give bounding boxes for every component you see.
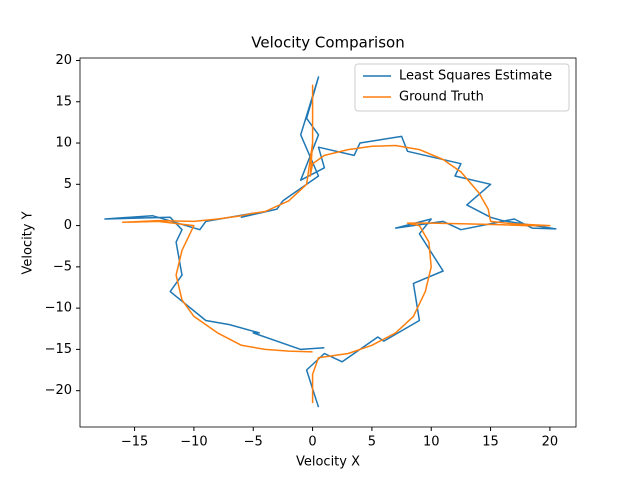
legend-box (354, 63, 570, 112)
plot-frame (79, 57, 577, 428)
y-tick-label: −5 (53, 259, 72, 274)
legend-label: Least Squares Estimate (399, 69, 552, 84)
x-tick-label: 15 (482, 435, 499, 450)
series-line (121, 84, 551, 404)
legend-label: Ground Truth (399, 90, 484, 105)
x-tick-label: −5 (244, 435, 263, 450)
y-tick-label: 5 (64, 177, 72, 192)
x-axis-label: Velocity X (296, 455, 360, 470)
y-tick-label: −10 (45, 301, 72, 316)
y-tick-label: 15 (55, 94, 72, 109)
x-tick-label: 20 (542, 435, 559, 450)
x-tick-label: −15 (121, 435, 148, 450)
y-axis-label: Velocity Y (21, 211, 36, 274)
y-tick-label: 10 (55, 136, 72, 151)
chart-title: Velocity Comparison (251, 34, 404, 52)
x-tick-label: −10 (180, 435, 207, 450)
x-tick-label: 10 (423, 435, 440, 450)
y-tick-label: −15 (45, 342, 72, 357)
y-tick-label: 0 (64, 218, 72, 233)
x-tick-label: 5 (368, 435, 376, 450)
x-tick-label: 0 (308, 435, 316, 450)
series-line (104, 76, 557, 408)
y-tick-label: 20 (55, 53, 72, 68)
y-tick-label: −20 (45, 383, 72, 398)
